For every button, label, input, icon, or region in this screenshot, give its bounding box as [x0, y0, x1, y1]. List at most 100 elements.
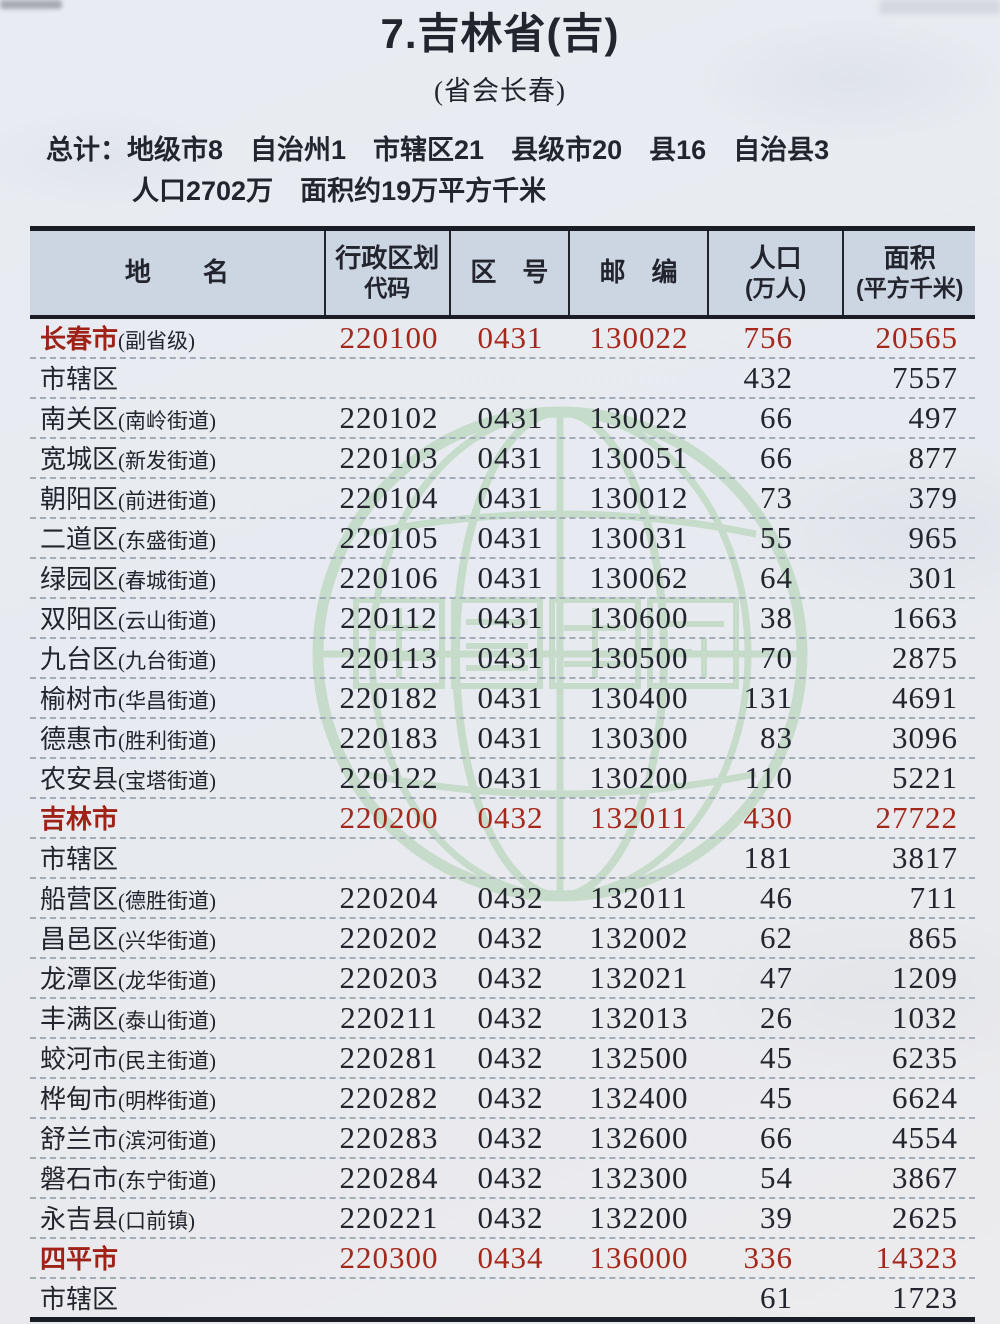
place-name: 农安县 [40, 765, 119, 795]
table-row: 昌邑区(兴华街道) 220202 0432 132002 62 865 [30, 919, 975, 959]
page-header: 7.吉林省(吉) (省会长春) 总计：地级市8 自治州1 市辖区21 县级市20… [0, 0, 1000, 210]
place-name-suffix: (泰山街道) [118, 1009, 217, 1034]
cell-population: 756 [743, 319, 793, 355]
cell-place-name: 南关区(南岭街道) [30, 399, 327, 436]
cell-area-value: 877 [908, 439, 958, 475]
place-name: 蛟河市 [40, 1045, 119, 1075]
cell-area-code: 0432 [477, 959, 544, 995]
cell-population: 70 [760, 639, 793, 675]
cell-area-code: 0432 [477, 999, 544, 1035]
cell-area-code: 0432 [477, 1119, 544, 1155]
cell-area-code: 0432 [477, 919, 544, 955]
place-name: 昌邑区 [40, 925, 119, 955]
table-header-row: 地 名 行政区划 代码 区 号 邮 编 人口 (万人) 面积 (平方千米) [30, 230, 975, 319]
place-name: 榆树市 [40, 685, 119, 715]
cell-place-name: 市辖区 [30, 839, 327, 876]
place-name: 舒兰市 [40, 1125, 119, 1155]
cell-area-value: 20565 [875, 319, 958, 355]
cell-population: 110 [744, 759, 793, 795]
cell-population: 83 [760, 719, 793, 755]
place-name: 南关区 [40, 405, 119, 435]
cell-area-value: 497 [908, 399, 958, 435]
table-row: 九台区(九台街道) 220113 0431 130500 70 2875 [30, 639, 975, 679]
cell-area-value: 1663 [892, 599, 958, 635]
cell-area-value: 965 [908, 519, 958, 555]
column-header-label: 代码 [364, 275, 411, 302]
cell-division-code: 220104 [339, 479, 439, 515]
cell-postal-code: 130600 [589, 599, 689, 635]
place-name: 双阳区 [40, 605, 119, 635]
table-row: 二道区(东盛街道) 220105 0431 130031 55 965 [30, 519, 975, 559]
cell-population: 38 [760, 599, 793, 635]
place-name: 长春市 [40, 324, 119, 355]
place-name: 朝阳区 [40, 485, 119, 515]
cell-population: 62 [760, 919, 793, 955]
table-row: 榆树市(华昌街道) 220182 0431 130400 131 4691 [30, 679, 975, 719]
cell-postal-code: 132002 [589, 919, 689, 955]
cell-postal-code: 136000 [589, 1239, 689, 1275]
cell-place-name: 桦甸市(明桦街道) [30, 1079, 327, 1116]
cell-division-code: 220203 [339, 959, 439, 995]
cell-place-name: 绿园区(春城街道) [30, 559, 327, 596]
cell-postal-code: 132300 [589, 1159, 689, 1195]
cell-postal-code: 130012 [589, 479, 689, 515]
place-name-suffix: (滨河街道) [118, 1129, 217, 1154]
cell-area-value: 2875 [892, 639, 958, 675]
table-row: 双阳区(云山街道) 220112 0431 130600 38 1663 [30, 599, 975, 639]
place-name-suffix: (兴华街道) [118, 929, 217, 954]
cell-population: 66 [760, 439, 793, 475]
cell-area-code: 0434 [477, 1239, 544, 1275]
cell-postal-code: 130062 [589, 559, 689, 595]
cell-area-code: 0432 [477, 799, 544, 835]
cell-division-code: 220202 [339, 919, 439, 955]
cell-area-value: 1032 [892, 999, 958, 1035]
cell-division-code: 220100 [339, 319, 439, 355]
table-row: 蛟河市(民主街道) 220281 0432 132500 45 6235 [30, 1039, 975, 1079]
table-row: 丰满区(泰山街道) 220211 0432 132013 26 1032 [30, 999, 975, 1039]
cell-division-code: 220283 [339, 1119, 439, 1155]
cell-area-value: 3867 [892, 1159, 958, 1195]
place-name: 丰满区 [40, 1005, 119, 1035]
place-name-suffix: (前进街道) [118, 489, 217, 514]
place-name: 船营区 [40, 885, 119, 915]
table-row: 宽城区(新发街道) 220103 0431 130051 66 877 [30, 439, 975, 479]
cell-place-name: 四平市 [30, 1239, 327, 1276]
cell-place-name: 农安县(宝塔街道) [30, 759, 327, 796]
cell-area-value: 379 [908, 479, 958, 515]
cell-place-name: 二道区(东盛街道) [30, 519, 327, 556]
table-row: 南关区(南岭街道) 220102 0431 130022 66 497 [30, 399, 975, 439]
table-row: 舒兰市(滨河街道) 220283 0432 132600 66 4554 [30, 1119, 975, 1159]
cell-place-name: 榆树市(华昌街道) [30, 679, 327, 716]
column-header-label: 面积 [883, 242, 936, 273]
cell-area-code: 0431 [477, 479, 544, 515]
cell-area-code: 0432 [477, 1079, 544, 1115]
place-name-suffix: (新发街道) [118, 449, 217, 474]
place-name: 龙潭区 [40, 965, 119, 995]
cell-postal-code: 132013 [589, 999, 689, 1035]
place-name: 磐石市 [40, 1165, 119, 1195]
cell-area-code: 0432 [477, 1039, 544, 1075]
cell-area-code: 0431 [477, 719, 544, 755]
cell-population: 336 [743, 1239, 793, 1275]
cell-postal-code: 130022 [589, 399, 689, 435]
cell-place-name: 舒兰市(滨河街道) [30, 1119, 327, 1156]
cell-population: 54 [760, 1159, 793, 1195]
cell-area-code: 0431 [477, 599, 544, 635]
place-name: 市辖区 [40, 365, 119, 395]
cell-division-code: 220211 [340, 999, 438, 1035]
cell-division-code: 220221 [339, 1199, 439, 1235]
cell-population: 45 [760, 1039, 793, 1075]
place-name-suffix: (云山街道) [118, 609, 217, 634]
cell-place-name: 吉林市 [30, 799, 327, 836]
cell-postal-code: 130300 [589, 719, 689, 755]
cell-area-code: 0431 [477, 759, 544, 795]
cell-population: 430 [743, 799, 793, 835]
cell-postal-code: 132011 [590, 879, 688, 915]
cell-population: 47 [760, 959, 793, 995]
column-header-place-name: 地 名 [30, 231, 324, 315]
cell-division-code: 220105 [339, 519, 439, 555]
cell-area-value: 711 [909, 879, 958, 915]
cell-population: 73 [760, 479, 793, 515]
place-name: 桦甸市 [40, 1085, 119, 1115]
